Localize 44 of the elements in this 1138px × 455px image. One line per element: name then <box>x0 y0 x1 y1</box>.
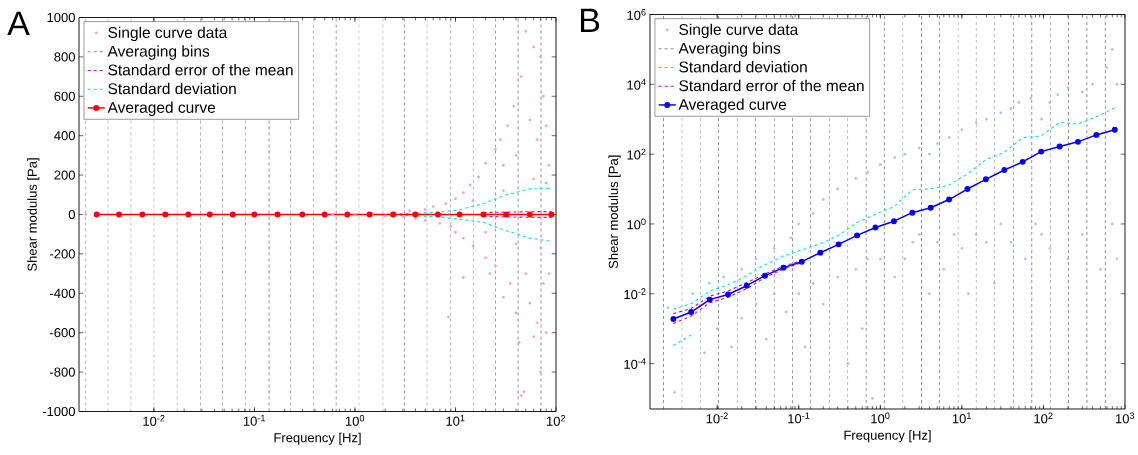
x-tick-label: 10$^{3}$ <box>1115 412 1135 424</box>
legend-label: Standard error of the mean <box>679 79 864 92</box>
legend-label: Standard error of the mean <box>108 64 293 76</box>
x-axis-title: Frequency [Hz] <box>844 430 931 443</box>
y-tick-label: 10$^{2}$ <box>627 148 646 160</box>
y-tick-label: 10$^{6}$ <box>627 9 646 20</box>
y-tick-label: 10$^{-2}$ <box>624 288 646 300</box>
y-tick-label: 400 <box>54 131 75 141</box>
x-tick-label: 10$^{2}$ <box>546 415 566 426</box>
x-tick-label: 10$^{0}$ <box>871 412 890 424</box>
x-tick-label: 10$^{2}$ <box>1034 412 1053 424</box>
y-tick-label: 10$^{0}$ <box>627 218 646 230</box>
y-tick-label: 200 <box>54 170 75 180</box>
chart-title: B <box>581 8 600 33</box>
x-tick-label: 10$^{-2}$ <box>143 415 165 426</box>
ref-line-label: Averaging bins <box>678 42 781 57</box>
x-axis-title: Frequency [Hz] <box>274 432 361 445</box>
legend-label: Averaged curve <box>107 101 216 117</box>
y-tick-label: -1000 <box>42 406 75 417</box>
ref-line-label: Averaging bins <box>107 45 210 60</box>
y-tick-label: -400 <box>50 288 75 298</box>
y-tick-label: 600 <box>54 91 75 101</box>
x-tick-label: 10$^{-1}$ <box>788 412 810 424</box>
y-tick-label: 0 <box>68 209 75 220</box>
x-tick-label: 10$^{-1}$ <box>243 415 265 426</box>
x-tick-label: 10$^{0}$ <box>345 415 365 426</box>
legend-label: Standard deviation <box>108 82 236 95</box>
legend-label: Averaged curve <box>678 98 787 114</box>
y-tick-label: -200 <box>50 249 75 259</box>
y-tick-label: -800 <box>50 367 75 377</box>
y-axis-title: Shear modulus [Pa] <box>608 155 621 269</box>
y-tick-label: -600 <box>50 328 75 338</box>
legend-label: Single curve data <box>108 26 228 42</box>
x-tick-label: 10$^{1}$ <box>446 415 465 426</box>
y-tick-label: 10$^{4}$ <box>627 78 646 90</box>
y-tick-label: 800 <box>54 52 75 62</box>
y-axis-title: Shear modulus [Pa] <box>27 158 40 271</box>
x-tick-label: 10$^{1}$ <box>952 412 971 424</box>
chart-title: A <box>7 11 30 36</box>
legend-label: Single curve data <box>679 23 799 39</box>
y-tick-label: 10$^{-4}$ <box>624 358 646 369</box>
x-tick-label: 10$^{-2}$ <box>706 412 728 424</box>
y-tick-label: 1000 <box>47 12 75 23</box>
legend-label: Standard deviation <box>679 61 807 73</box>
